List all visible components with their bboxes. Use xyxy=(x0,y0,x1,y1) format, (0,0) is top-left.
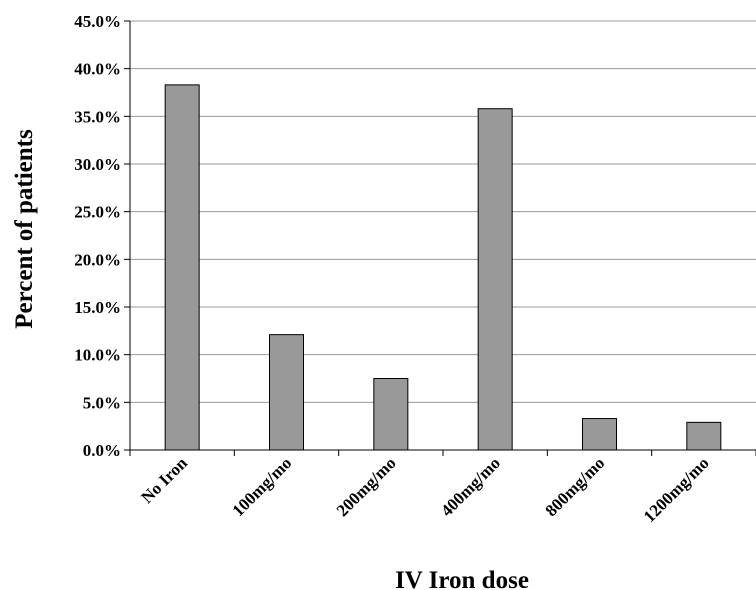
y-tick-label: 30.0% xyxy=(74,155,121,174)
x-axis-title: IV Iron dose xyxy=(395,567,529,590)
y-tick-label: 15.0% xyxy=(74,298,121,317)
gridlines xyxy=(130,20,756,403)
x-tick-label: 1200mg/mo xyxy=(640,453,713,526)
y-tick-label: 5.0% xyxy=(83,393,121,412)
y-tick-label: 40.0% xyxy=(74,60,121,79)
y-tick-label: 25.0% xyxy=(74,203,121,222)
bar xyxy=(269,334,304,451)
axes xyxy=(124,20,756,456)
y-tick-label: 0.0% xyxy=(83,441,121,460)
x-tick-labels: No Iron 100mg/mo 200mg/mo 400mg/mo 800mg/mo 1… xyxy=(137,453,712,526)
x-tick-label: 100mg/mo xyxy=(228,453,295,520)
x-tick-label: 400mg/mo xyxy=(437,453,504,520)
bar xyxy=(477,108,513,451)
y-tick-labels: 0.0% 5.0% 10.0% 15.0% 20.0% 25.0% 30.0% 35.0% 40… xyxy=(74,12,121,460)
bar xyxy=(686,421,722,451)
x-tick-label: 800mg/mo xyxy=(541,453,608,520)
y-tick-label: 20.0% xyxy=(74,250,121,269)
y-tick-label: 35.0% xyxy=(74,107,121,126)
y-tick-label: 45.0% xyxy=(74,12,121,31)
bar xyxy=(582,418,617,451)
bar xyxy=(373,378,409,451)
x-tick-label: No Iron xyxy=(137,453,191,507)
bar xyxy=(164,84,200,451)
y-axis-title: Percent of patients xyxy=(11,129,38,329)
x-tick-label: 200mg/mo xyxy=(333,453,400,520)
y-tick-label: 10.0% xyxy=(74,346,121,365)
bars xyxy=(164,84,722,451)
